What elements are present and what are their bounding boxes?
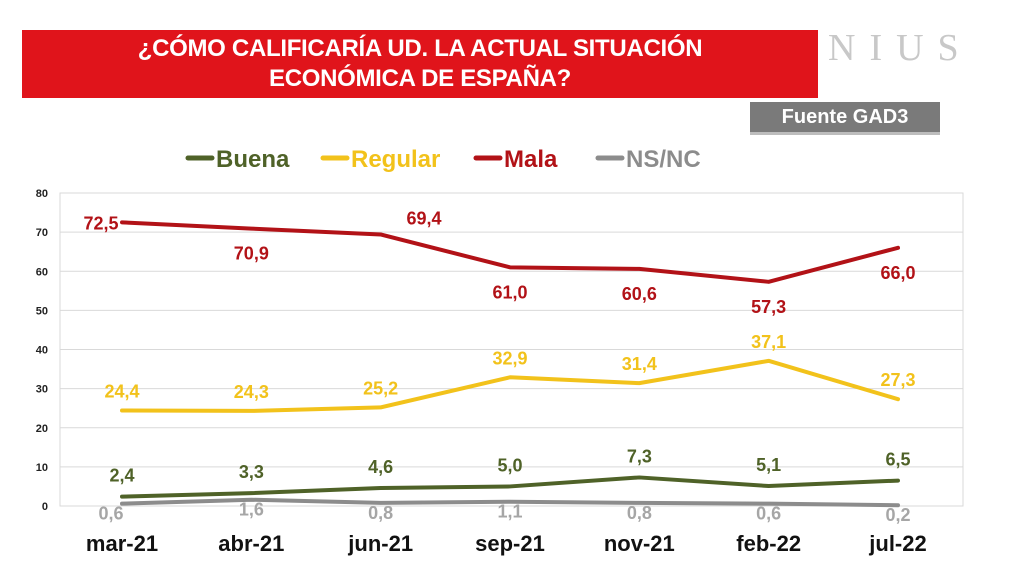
y-tick-label: 80	[36, 188, 48, 200]
data-label: 5,0	[497, 455, 522, 475]
y-tick-label: 60	[36, 266, 48, 278]
legend-entry: Regular	[351, 146, 440, 173]
data-label: 25,2	[363, 378, 398, 398]
y-tick-label: 0	[42, 501, 48, 513]
data-label: 57,3	[751, 297, 786, 317]
data-label: 27,3	[880, 370, 915, 390]
data-label: 7,3	[627, 446, 652, 466]
data-label: 5,1	[756, 455, 781, 475]
data-label: 1,6	[239, 500, 264, 520]
data-label: 32,9	[492, 348, 527, 368]
y-tick-label: 40	[36, 345, 48, 357]
y-tick-label: 70	[36, 227, 48, 239]
data-label: 0,8	[368, 503, 393, 523]
data-label: 31,4	[622, 354, 657, 374]
x-tick-label: jul-22	[868, 531, 926, 556]
data-label: 3,3	[239, 462, 264, 482]
x-tick-label: feb-22	[736, 531, 801, 556]
data-label: 0,6	[98, 504, 123, 524]
legend-entry: NS/NC	[626, 146, 701, 173]
data-label: 0,8	[627, 503, 652, 523]
x-tick-label: jun-21	[347, 531, 413, 556]
data-label: 1,1	[497, 502, 522, 522]
y-tick-label: 10	[36, 462, 48, 474]
data-label: 37,1	[751, 332, 786, 352]
series-line	[120, 220, 900, 284]
y-tick-label: 50	[36, 305, 48, 317]
x-tick-label: abr-21	[218, 531, 284, 556]
data-label: 72,5	[83, 213, 118, 233]
y-tick-label: 20	[36, 423, 48, 435]
legend-entry: Buena	[216, 146, 290, 173]
series-line	[120, 358, 900, 413]
x-tick-label: nov-21	[604, 531, 675, 556]
data-label: 70,9	[234, 244, 269, 264]
data-label: 61,0	[492, 282, 527, 302]
chart-title-line-2: ECONÓMICA DE ESPAÑA?	[268, 65, 572, 92]
series-line	[120, 475, 900, 499]
data-label: 2,4	[109, 466, 134, 486]
data-label: 6,5	[885, 450, 910, 470]
source-badge: Fuente GAD3	[750, 102, 940, 135]
brand-logo: NIUS	[828, 27, 973, 69]
data-label: 0,6	[756, 504, 781, 524]
legend-entry: Mala	[504, 146, 558, 173]
x-tick-label: sep-21	[475, 531, 545, 556]
title-banner: ¿CÓMO CALIFICARÍA UD. LA ACTUAL SITUACIÓ…	[22, 30, 818, 98]
data-label: 24,3	[234, 382, 269, 402]
data-label: 66,0	[880, 263, 915, 283]
data-label: 69,4	[406, 208, 441, 228]
y-tick-label: 30	[36, 384, 48, 396]
data-label: 24,4	[104, 382, 139, 402]
series-line	[120, 497, 900, 508]
data-label: 4,6	[368, 457, 393, 477]
data-label: 60,6	[622, 284, 657, 304]
chart-title-line-1: ¿CÓMO CALIFICARÍA UD. LA ACTUAL SITUACIÓ…	[137, 35, 703, 62]
data-label: 0,2	[885, 505, 910, 525]
x-tick-label: mar-21	[86, 531, 158, 556]
